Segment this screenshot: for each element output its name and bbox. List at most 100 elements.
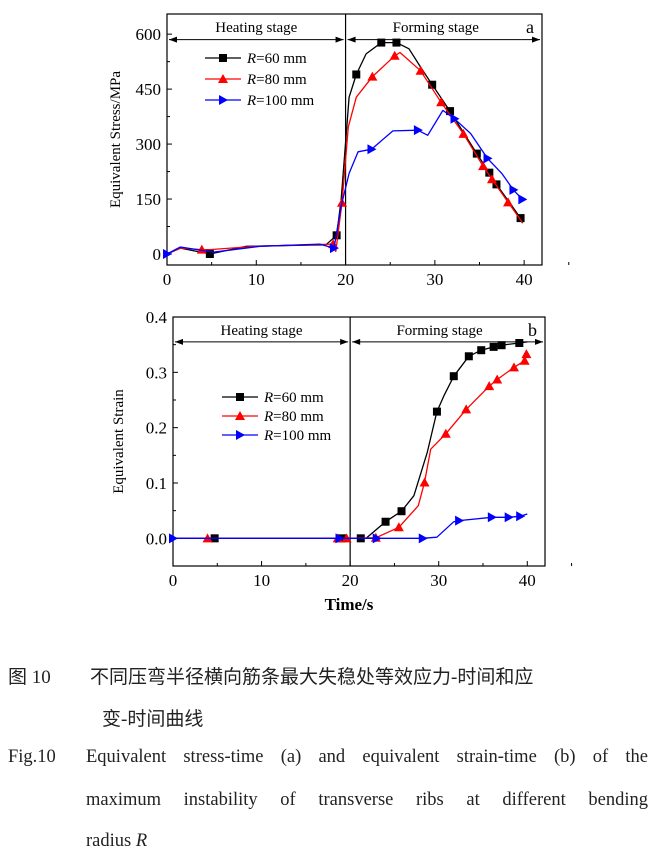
data-point	[515, 339, 524, 348]
legend-label-italic: R	[246, 93, 256, 109]
y-tick-label: 0.1	[146, 474, 167, 493]
legend-label-rest: =60 mm	[256, 51, 307, 67]
y-axis-label: Equivalent Strain	[111, 389, 127, 494]
x-tick-label: 0	[163, 270, 172, 289]
legend-label-rest: =80 mm	[273, 409, 324, 425]
data-point	[392, 38, 401, 47]
legend-marker	[236, 393, 244, 401]
data-point	[352, 70, 361, 79]
legend-label-italic: R	[263, 428, 273, 444]
legend-label-italic: R	[246, 72, 256, 88]
x-tick-label: 40	[519, 571, 536, 590]
data-point	[381, 517, 390, 526]
y-tick-label: 0.3	[146, 363, 167, 382]
data-point	[504, 512, 514, 523]
x-tick-label: 30	[426, 270, 443, 289]
data-point	[372, 533, 382, 544]
data-point	[477, 346, 486, 355]
data-point	[492, 374, 503, 384]
legend-label-rest: =60 mm	[273, 390, 324, 406]
caption-en-line3-text: radius R	[86, 831, 148, 851]
y-tick-label: 150	[136, 190, 162, 209]
data-point	[377, 38, 386, 47]
legend-label: R=60 mm	[263, 390, 324, 406]
y-tick-label: 600	[136, 25, 162, 44]
data-point	[169, 533, 178, 544]
caption-en-line3: radius R	[86, 831, 147, 852]
panel-label: b	[528, 320, 537, 340]
legend-label: R=100 mm	[263, 428, 332, 444]
data-point	[461, 404, 472, 414]
legend-marker	[218, 74, 228, 83]
data-point	[472, 149, 481, 158]
arrow-head-icon	[340, 338, 349, 345]
data-point	[428, 80, 437, 89]
legend-marker	[219, 95, 228, 105]
x-tick-label: 20	[337, 270, 354, 289]
panel-label: a	[526, 17, 534, 37]
data-point	[484, 381, 495, 391]
legend-label-rest: =80 mm	[256, 72, 307, 88]
data-point	[519, 355, 530, 365]
legend-label-rest: =100 mm	[256, 93, 314, 109]
series-r80mm: R=80 mm	[166, 50, 523, 255]
legend-marker	[219, 54, 227, 62]
x-tick-label: 40	[516, 270, 533, 289]
legend-label-rest: =100 mm	[273, 428, 331, 444]
x-tick-label: 10	[253, 571, 270, 590]
y-tick-label: 0.0	[146, 529, 167, 548]
y-tick-label: 300	[136, 135, 162, 154]
caption-cn-label: 图 10	[8, 667, 51, 688]
data-point	[450, 113, 460, 124]
data-point	[489, 342, 498, 351]
arrow-head-icon	[335, 36, 344, 43]
legend-marker	[236, 430, 245, 440]
chart-a: 0 10 20 30 40 0 150 300 450 600 Equivalent Stress/…	[108, 13, 570, 289]
y-tick-label: 450	[136, 80, 162, 99]
series-r100mm: R=100 mm	[163, 93, 528, 260]
arrow-head-icon	[352, 338, 361, 345]
data-point	[413, 125, 423, 136]
arrow-head-icon	[535, 338, 543, 345]
plot-frame	[166, 13, 543, 266]
data-point	[436, 97, 447, 107]
forming-stage-label: Forming stage	[396, 323, 483, 339]
data-point	[464, 352, 473, 361]
data-point	[509, 184, 519, 195]
legend-label: R=60 mm	[246, 51, 307, 67]
legend-label: R=100 mm	[246, 93, 315, 109]
plot-frame	[172, 316, 546, 567]
legend-label-italic: R	[246, 51, 256, 67]
data-point	[397, 507, 406, 516]
series-line	[166, 109, 523, 255]
data-point	[329, 243, 339, 254]
data-point	[458, 128, 469, 138]
y-tick-label: 0.2	[146, 419, 167, 438]
data-point	[419, 477, 430, 487]
data-point	[367, 144, 377, 155]
chart-b: 0 10 20 30 40 0.0 0.1 0.2 0.3 0.4 Equivalent Strai…	[111, 308, 573, 614]
y-tick-label: 0	[153, 245, 162, 264]
data-point	[516, 511, 526, 522]
heating-stage-label: Heating stage	[221, 323, 303, 339]
legend-label: R=80 mm	[246, 72, 307, 88]
data-point	[205, 250, 214, 259]
x-tick-label: 10	[248, 270, 265, 289]
caption-en-line2: maximum instability of transverse ribs a…	[86, 790, 648, 810]
arrow-head-icon	[175, 338, 183, 345]
x-tick-label: 0	[169, 571, 178, 590]
y-tick-label: 0.4	[146, 308, 168, 327]
data-point	[487, 174, 497, 184]
data-point	[418, 533, 428, 544]
series-r80mm: R=80 mm	[173, 349, 532, 543]
data-point	[516, 214, 525, 223]
data-point	[455, 515, 465, 526]
caption-cn-line1: 不同压弯半径横向筋条最大失稳处等效应力-时间和应	[90, 667, 534, 688]
arrow-head-icon	[347, 36, 356, 43]
series-line	[166, 41, 524, 255]
data-point	[497, 341, 506, 350]
forming-stage-label: Forming stage	[393, 20, 480, 36]
x-tick-label: 30	[430, 571, 447, 590]
heating-stage-label: Heating stage	[215, 20, 297, 36]
